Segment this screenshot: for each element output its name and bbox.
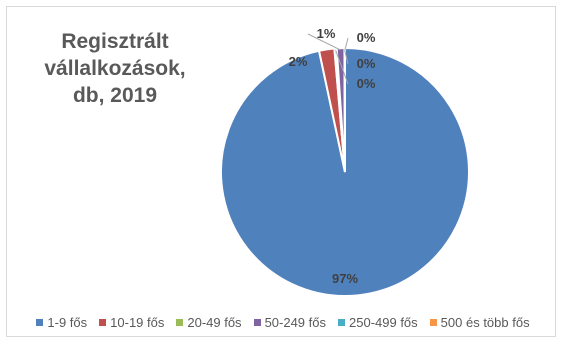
- legend-item-3: 20-49 fős: [176, 315, 242, 330]
- legend-label-4: 50-249 fős: [264, 315, 326, 330]
- legend-item-6: 500 és több fős: [429, 315, 530, 330]
- legend-label-6: 500 és több fős: [440, 315, 530, 330]
- legend-item-5: 250-499 fős: [338, 315, 418, 330]
- legend-item-1: 1-9 fős: [36, 315, 87, 330]
- legend-label-5: 250-499 fős: [349, 315, 418, 330]
- chart-title-line-2: vállalkozások,: [44, 57, 186, 80]
- data-label-1: 97%: [332, 271, 358, 286]
- legend-swatch-4: [253, 319, 261, 326]
- legend-swatch-3: [176, 319, 184, 326]
- pie-slices: [220, 46, 470, 297]
- legend-swatch-2: [99, 319, 107, 326]
- leader-line-3: [335, 50, 349, 85]
- leader-line-6: [344, 37, 349, 51]
- leader-line-5: [344, 49, 349, 65]
- data-labels: 97% 2% 0% 1% 0% 0%: [289, 26, 376, 286]
- legend-swatch-6: [429, 319, 437, 326]
- data-label-2: 2%: [289, 54, 308, 69]
- legend-item-4: 50-249 fős: [253, 315, 326, 330]
- leader-line-4: [307, 33, 341, 51]
- data-label-4: 1%: [317, 26, 336, 41]
- legend-swatch-5: [338, 319, 345, 326]
- legend-label-3: 20-49 fős: [187, 315, 242, 330]
- leader-lines: [307, 33, 349, 85]
- legend-item-2: 10-19 fős: [99, 315, 164, 330]
- legend-swatch-1: [36, 319, 44, 326]
- data-label-6: 0%: [357, 30, 376, 45]
- chart-title: Regisztrált vállalkozások, db, 2019: [30, 28, 200, 109]
- data-label-3: 0%: [357, 76, 376, 91]
- chart-title-line-3: db, 2019: [72, 84, 158, 107]
- legend: 1-9 fős 10-19 fős 20-49 fős 50-249 fős 250-4…: [0, 315, 566, 330]
- data-label-5: 0%: [357, 56, 376, 71]
- legend-label-1: 1-9 fős: [47, 315, 88, 330]
- chart-title-line-1: Regisztrált: [61, 30, 169, 53]
- legend-label-2: 10-19 fős: [110, 315, 165, 330]
